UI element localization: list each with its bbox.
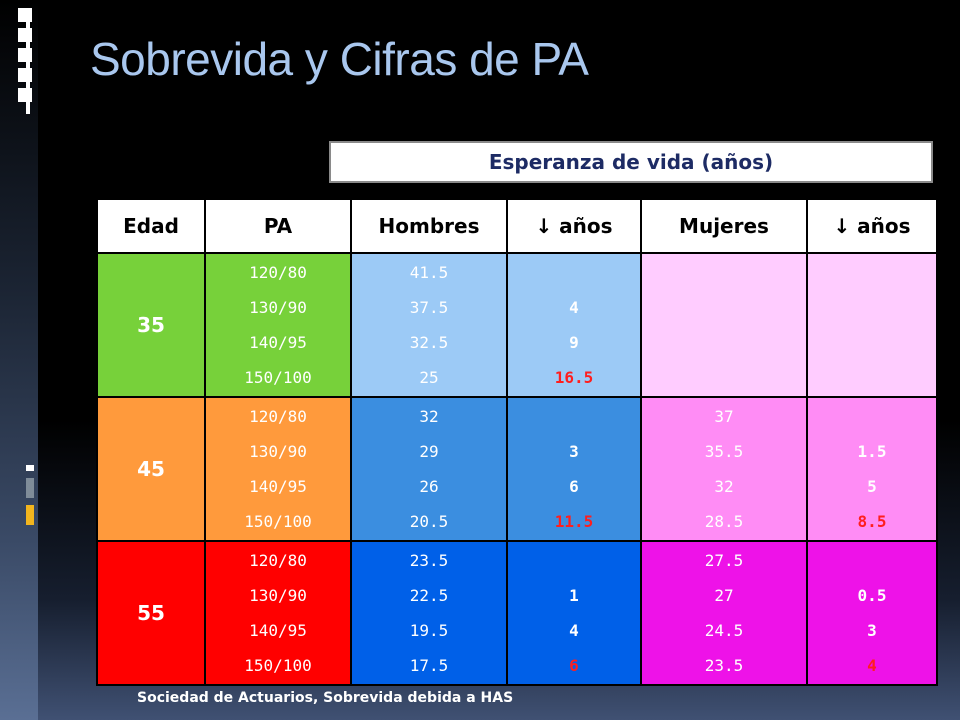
mujeres-value: 28.5	[704, 512, 744, 531]
mujeres-value: 37	[714, 407, 734, 426]
decorative-square	[26, 14, 30, 114]
life-expectancy-table: Edad PA Hombres ↓ años Mujeres ↓ años 35…	[96, 198, 938, 686]
decorative-square	[26, 465, 34, 471]
slide-footer: Sociedad de Actuarios, Sobrevida debida …	[137, 690, 514, 706]
table-subtitle: Esperanza de vida (años)	[329, 141, 933, 183]
hombres-value: 37.5	[409, 298, 449, 317]
mujeres-value: 23.5	[704, 656, 744, 675]
decorative-square	[26, 478, 34, 498]
mujeres-cell: 27.5 27 24.5 23.5	[640, 540, 808, 686]
hombres-value: 32	[419, 407, 439, 426]
mujeres-anos-cell: 1.5 5 8.5	[806, 396, 938, 542]
hombres-anos-value: 4	[569, 621, 579, 640]
pa-value: 150/100	[244, 368, 312, 387]
hombres-value: 41.5	[409, 263, 449, 282]
hombres-anos-value: 9	[569, 333, 579, 352]
hombres-value: 17.5	[409, 656, 449, 675]
pa-cell: 120/80 130/90 140/95 150/100	[204, 252, 352, 398]
mujeres-anos-value: 0.5	[857, 586, 887, 605]
pa-value: 140/95	[249, 621, 307, 640]
age-cell: 35	[96, 252, 206, 398]
mujeres-value: 35.5	[704, 442, 744, 461]
mujeres-anos-cell: 0.5 3 4	[806, 540, 938, 686]
decorative-square	[26, 505, 34, 525]
header-pa: PA	[204, 198, 352, 254]
hombres-anos-value: 6	[569, 656, 579, 675]
mujeres-value: 24.5	[704, 621, 744, 640]
header-mujeres-anos: ↓ años	[806, 198, 938, 254]
hombres-anos-value: 11.5	[554, 512, 594, 531]
pa-value: 150/100	[244, 656, 312, 675]
hombres-value: 22.5	[409, 586, 449, 605]
hombres-value: 19.5	[409, 621, 449, 640]
mujeres-anos-value: 3	[867, 621, 877, 640]
table-row: 45 120/80 130/90 140/95 150/100 32 29 26…	[96, 396, 938, 542]
hombres-value: 20.5	[409, 512, 449, 531]
pa-value: 120/80	[249, 551, 307, 570]
hombres-anos-cell: 1 4 6	[506, 540, 642, 686]
mujeres-cell: 37 35.5 32 28.5	[640, 396, 808, 542]
mujeres-cell	[640, 252, 808, 398]
age-cell: 45	[96, 396, 206, 542]
mujeres-value: 27	[714, 586, 734, 605]
mujeres-value: 32	[714, 477, 734, 496]
hombres-anos-value: 4	[569, 298, 579, 317]
hombres-value: 25	[419, 368, 439, 387]
header-mujeres: Mujeres	[640, 198, 808, 254]
table-row: 55 120/80 130/90 140/95 150/100 23.5 22.…	[96, 540, 938, 686]
header-edad: Edad	[96, 198, 206, 254]
mujeres-anos-cell	[806, 252, 938, 398]
pa-value: 130/90	[249, 442, 307, 461]
pa-value: 130/90	[249, 298, 307, 317]
hombres-anos-value: 1	[569, 586, 579, 605]
hombres-cell: 23.5 22.5 19.5 17.5	[350, 540, 508, 686]
hombres-anos-cell: 4 9 16.5	[506, 252, 642, 398]
mujeres-anos-value: 5	[867, 477, 877, 496]
hombres-anos-value: 3	[569, 442, 579, 461]
hombres-cell: 41.5 37.5 32.5 25	[350, 252, 508, 398]
pa-value: 120/80	[249, 263, 307, 282]
subtitle-text: Esperanza de vida (años)	[488, 150, 774, 174]
hombres-anos-value: 16.5	[554, 368, 594, 387]
pa-value: 140/95	[249, 333, 307, 352]
hombres-value: 29	[419, 442, 439, 461]
hombres-value: 32.5	[409, 333, 449, 352]
mujeres-anos-value: 1.5	[857, 442, 887, 461]
pa-value: 140/95	[249, 477, 307, 496]
pa-value: 120/80	[249, 407, 307, 426]
age-cell: 55	[96, 540, 206, 686]
table-row: 35 120/80 130/90 140/95 150/100 41.5 37.…	[96, 252, 938, 398]
hombres-anos-cell: 3 6 11.5	[506, 396, 642, 542]
hombres-cell: 32 29 26 20.5	[350, 396, 508, 542]
pa-value: 150/100	[244, 512, 312, 531]
pa-value: 130/90	[249, 586, 307, 605]
hombres-value: 23.5	[409, 551, 449, 570]
mujeres-anos-value: 4	[867, 656, 877, 675]
pa-cell: 120/80 130/90 140/95 150/100	[204, 396, 352, 542]
table-header-row: Edad PA Hombres ↓ años Mujeres ↓ años	[96, 198, 938, 254]
mujeres-value: 27.5	[704, 551, 744, 570]
mujeres-anos-value: 8.5	[857, 512, 887, 531]
hombres-anos-value: 6	[569, 477, 579, 496]
pa-cell: 120/80 130/90 140/95 150/100	[204, 540, 352, 686]
hombres-value: 26	[419, 477, 439, 496]
left-decorative-strip	[0, 0, 38, 720]
header-hombres: Hombres	[350, 198, 508, 254]
slide-title: Sobrevida y Cifras de PA	[90, 33, 589, 85]
header-hombres-anos: ↓ años	[506, 198, 642, 254]
